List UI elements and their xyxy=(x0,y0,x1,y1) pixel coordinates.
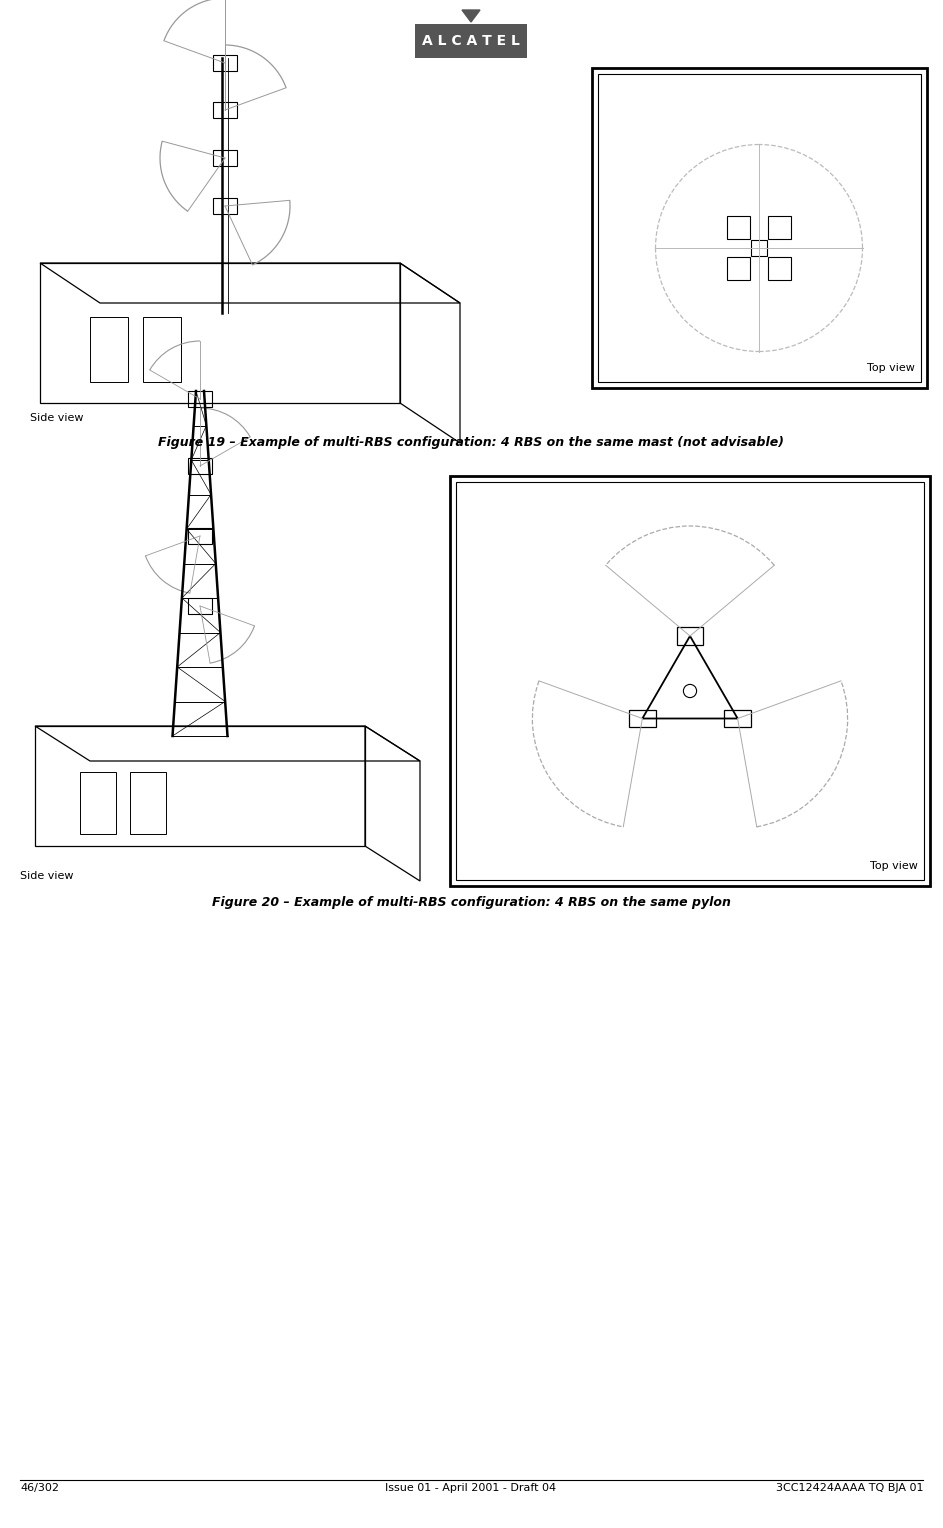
Bar xyxy=(769,215,791,238)
Text: Top view: Top view xyxy=(868,364,915,373)
Bar xyxy=(188,391,212,406)
Text: Figure 20 – Example of multi-RBS configuration: 4 RBS on the same pylon: Figure 20 – Example of multi-RBS configu… xyxy=(211,895,731,909)
Bar xyxy=(450,477,930,886)
Bar xyxy=(677,626,703,645)
Bar xyxy=(751,240,767,257)
Bar xyxy=(188,597,212,614)
Bar xyxy=(130,772,166,834)
Bar xyxy=(143,316,181,382)
Bar xyxy=(90,316,128,382)
Bar xyxy=(724,709,751,727)
Bar xyxy=(213,55,237,70)
Text: 3CC12424AAAA TQ BJA 01: 3CC12424AAAA TQ BJA 01 xyxy=(775,1484,923,1493)
Text: A L C A T E L: A L C A T E L xyxy=(422,34,520,47)
Bar xyxy=(769,257,791,280)
Bar xyxy=(188,529,212,544)
Bar xyxy=(213,150,237,167)
Bar xyxy=(188,458,212,474)
Bar xyxy=(213,102,237,118)
Text: Side view: Side view xyxy=(20,871,74,882)
Text: Side view: Side view xyxy=(30,413,84,423)
Text: Figure 19 – Example of multi-RBS configuration: 4 RBS on the same mast (not advi: Figure 19 – Example of multi-RBS configu… xyxy=(158,435,784,449)
Bar xyxy=(592,69,927,388)
Bar xyxy=(415,24,527,58)
Bar xyxy=(629,709,655,727)
Bar xyxy=(456,481,924,880)
Bar xyxy=(80,772,116,834)
Text: Issue 01 - April 2001 - Draft 04: Issue 01 - April 2001 - Draft 04 xyxy=(386,1484,556,1493)
Text: Top view: Top view xyxy=(870,860,918,871)
Polygon shape xyxy=(462,11,480,21)
Bar xyxy=(727,215,750,238)
Text: 46/302: 46/302 xyxy=(20,1484,59,1493)
Bar xyxy=(598,73,921,382)
Bar xyxy=(213,199,237,214)
Bar xyxy=(727,257,750,280)
